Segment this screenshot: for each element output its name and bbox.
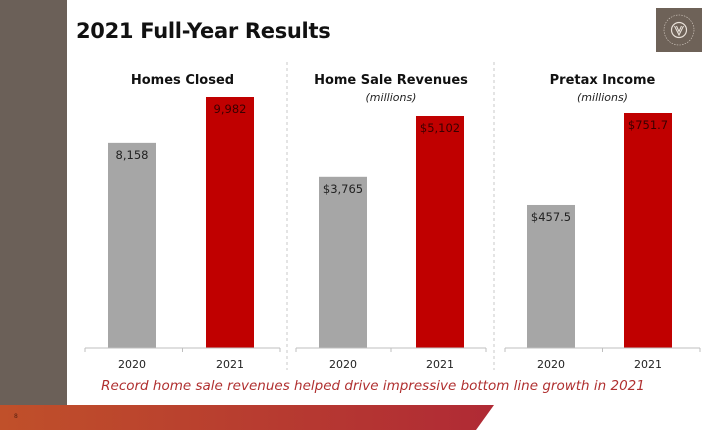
chart-title: Home Sale Revenues (314, 73, 468, 88)
slide-title: 2021 Full-Year Results (76, 19, 331, 43)
chart-title: Homes Closed (131, 73, 234, 88)
slide-caption: Record home sale revenues helped drive i… (101, 378, 645, 394)
bar-2021 (416, 116, 464, 348)
x-tick-label: 2021 (634, 358, 662, 371)
data-label: $751.7 (628, 118, 668, 132)
page-number: 8 (14, 413, 18, 420)
bar-2020 (527, 204, 575, 348)
company-logo (656, 8, 702, 52)
x-tick-label: 2021 (216, 358, 244, 371)
x-tick-label: 2020 (537, 358, 565, 371)
x-tick-label: 2021 (426, 358, 454, 371)
bar-2021 (206, 97, 254, 348)
data-label: $5,102 (420, 121, 460, 135)
data-label: $457.5 (531, 210, 571, 224)
data-label: 8,158 (116, 148, 149, 162)
data-label: 9,982 (214, 102, 247, 116)
footer-band (0, 405, 494, 430)
company-seal-icon (663, 14, 695, 46)
data-label: $3,765 (323, 182, 363, 196)
bar-2021 (624, 113, 672, 348)
bar-2020 (108, 142, 156, 348)
sidebar-band (0, 0, 67, 405)
x-tick-label: 2020 (329, 358, 357, 371)
x-tick-label: 2020 (118, 358, 146, 371)
chart-subtitle: (millions) (577, 91, 628, 104)
bar-2020 (319, 176, 367, 348)
charts-area: Homes Closed 8,158 2020 9,982 2021 Home Sale … (84, 62, 701, 371)
chart-title: Pretax Income (550, 73, 656, 88)
chart-subtitle: (millions) (366, 91, 417, 104)
